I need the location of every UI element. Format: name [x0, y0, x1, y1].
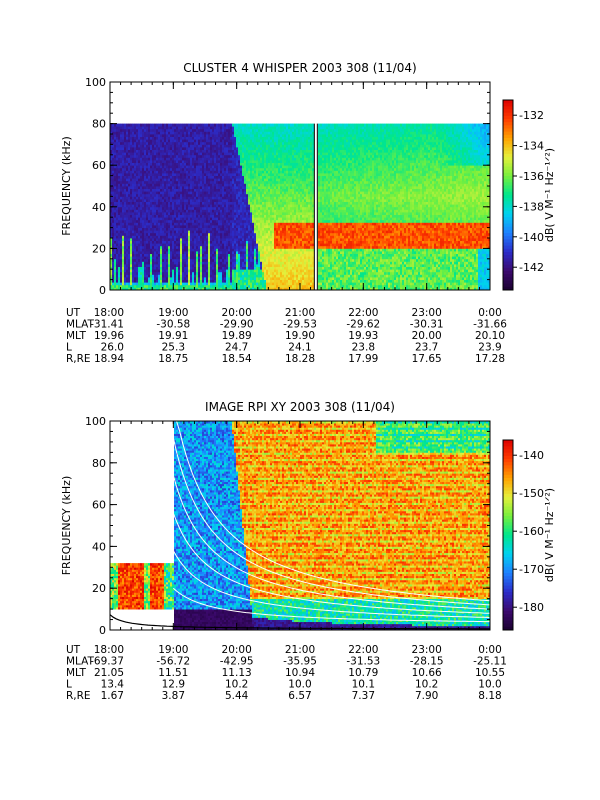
spectrogram-cells	[110, 124, 490, 291]
cluster-panel: CLUSTER 4 WHISPER 2003 308 (11/04)020406…	[60, 61, 556, 365]
chart-title: CLUSTER 4 WHISPER 2003 308 (11/04)	[183, 61, 416, 75]
